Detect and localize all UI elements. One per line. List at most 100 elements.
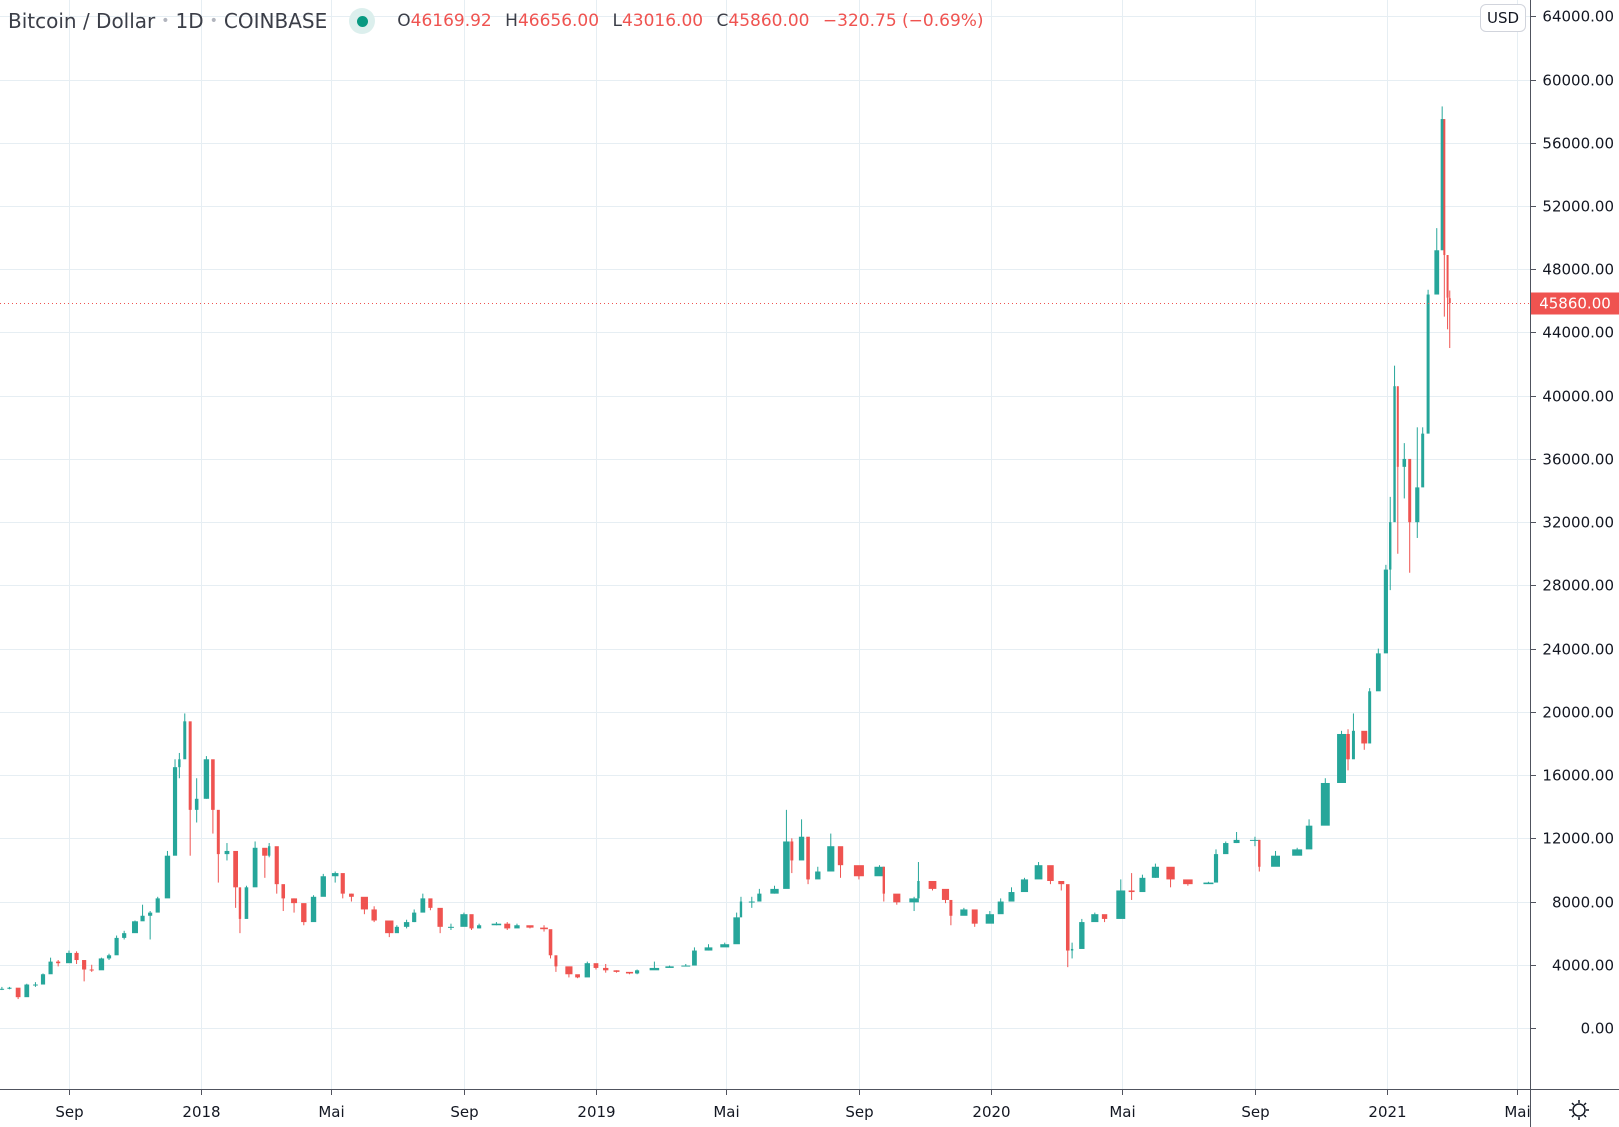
candle <box>874 865 885 877</box>
candle <box>1223 841 1229 855</box>
candle <box>1448 290 1451 349</box>
x-tick-label: Mai <box>1504 1103 1530 1121</box>
y-tick-label: 36000.00 <box>1542 451 1614 469</box>
candle-body <box>681 965 691 967</box>
x-tick-label: Sep <box>1241 1103 1269 1121</box>
candle-body <box>874 866 885 877</box>
candle-body <box>1233 839 1240 844</box>
candle <box>331 871 339 883</box>
candle-body <box>1034 865 1043 880</box>
candle-body <box>1446 255 1449 298</box>
candle-body <box>403 922 410 927</box>
candle <box>613 970 620 973</box>
market-status-icon[interactable] <box>349 8 376 34</box>
high-label: H <box>505 11 518 31</box>
candle-body <box>949 899 953 916</box>
candle-body <box>1203 882 1214 885</box>
candle <box>526 925 534 929</box>
candle-body <box>211 759 215 810</box>
candle <box>882 866 885 902</box>
candle-body <box>1079 922 1085 949</box>
candle <box>1305 819 1313 850</box>
y-tick-label: 28000.00 <box>1542 577 1614 595</box>
candle <box>244 885 249 919</box>
candle <box>371 906 377 923</box>
candle <box>1337 730 1346 783</box>
candle-body <box>360 896 368 910</box>
candle-body <box>526 925 534 928</box>
candle <box>7 986 12 990</box>
candle <box>1446 255 1449 330</box>
candle <box>1249 836 1260 847</box>
candle-body <box>385 920 394 934</box>
candle-body <box>437 907 443 927</box>
candle-body <box>1440 119 1444 251</box>
candle-body <box>733 917 740 945</box>
candle-body <box>1223 843 1229 855</box>
candle-body <box>1337 733 1346 783</box>
candle <box>82 960 87 982</box>
candle <box>514 923 520 929</box>
candle-body <box>1448 298 1451 304</box>
candle <box>815 866 821 880</box>
candle <box>593 963 599 970</box>
candle <box>1389 496 1392 591</box>
candle <box>1396 386 1399 554</box>
candle <box>548 929 553 959</box>
time-axis[interactable]: Sep 2018 Mai Sep 2019 Mai Sep 2020 Mai Sep 2021 Mai <box>55 1089 1531 1121</box>
candle <box>853 865 864 880</box>
candle <box>692 947 697 966</box>
candle-body <box>985 914 995 924</box>
candle-body <box>491 923 502 926</box>
candle-body <box>1396 386 1399 467</box>
candle <box>565 966 573 978</box>
candle-body <box>140 915 145 922</box>
candle <box>56 960 61 967</box>
gear-icon[interactable] <box>1568 1099 1590 1121</box>
candle <box>893 893 901 905</box>
candle <box>15 987 21 1000</box>
candle-body <box>1320 782 1330 826</box>
candle-body <box>301 903 307 923</box>
symbol-name[interactable]: Bitcoin / Dollar <box>8 9 156 33</box>
currency-button[interactable]: USD <box>1480 4 1526 32</box>
candle-body <box>514 925 520 929</box>
candle-body <box>122 933 127 938</box>
x-tick-label: Mai <box>1109 1103 1135 1121</box>
separator-dot: • <box>209 13 218 29</box>
candle-body <box>827 846 835 872</box>
candles <box>0 106 1451 1000</box>
y-tick-label: 52000.00 <box>1542 198 1614 216</box>
candle <box>1091 912 1099 923</box>
y-tick-label: 8000.00 <box>1552 894 1614 912</box>
candle <box>790 838 794 874</box>
candle-body <box>593 963 599 968</box>
candle <box>140 904 145 922</box>
candle-body <box>183 721 187 760</box>
candle <box>1292 847 1303 856</box>
candle <box>1034 862 1043 880</box>
candle-body <box>188 721 192 810</box>
candle-body <box>1166 866 1175 880</box>
candle-body <box>635 970 640 974</box>
price-axis[interactable]: 64000.00 60000.00 56000.00 52000.00 48000.00… <box>1530 8 1614 1038</box>
candle-body <box>806 836 810 880</box>
candle-body <box>882 866 885 894</box>
candle <box>798 819 805 861</box>
candle-body <box>262 847 268 856</box>
candle-body <box>1375 653 1381 692</box>
candle-body <box>625 971 634 974</box>
candle <box>89 964 94 972</box>
candle-body <box>82 960 87 970</box>
candle-body <box>469 914 474 929</box>
candle-body <box>66 952 72 964</box>
low-label: L <box>612 11 622 31</box>
candle <box>1440 106 1444 251</box>
interval[interactable]: 1D <box>175 9 204 33</box>
candle <box>349 893 354 902</box>
candle-body <box>477 925 482 929</box>
x-tick-label: 2021 <box>1368 1103 1406 1121</box>
candle <box>1058 880 1065 891</box>
candle <box>1320 778 1330 826</box>
